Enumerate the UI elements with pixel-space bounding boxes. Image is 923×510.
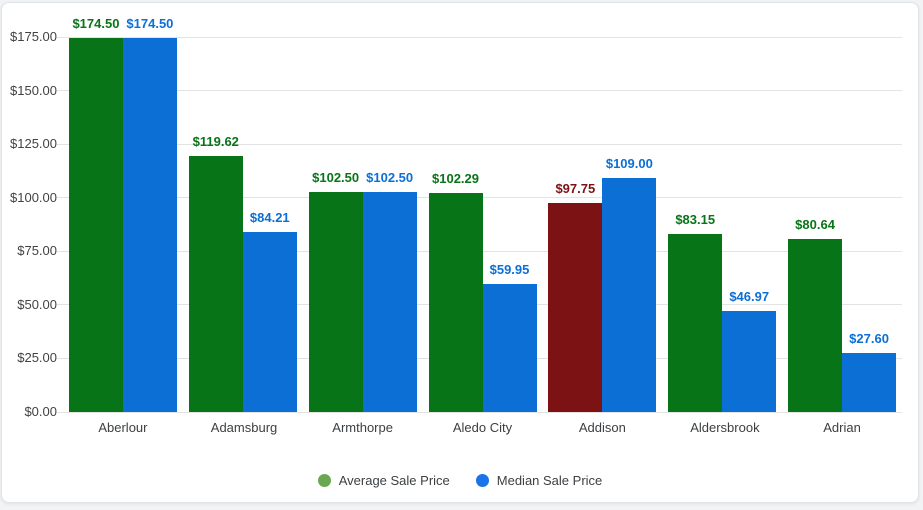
bar-addison-average-sale-price[interactable] — [548, 202, 603, 412]
gridline — [57, 36, 902, 38]
bar-aberlour-median-sale-price[interactable] — [122, 38, 177, 412]
bar-aledo-city-median-sale-price[interactable] — [482, 283, 537, 412]
value-label-aberlour-median-sale-price: $174.50 — [126, 16, 174, 32]
plot-area: $174.50 $119.62 $102.50 $102.29 $97.75 $83.15… — [57, 16, 902, 435]
x-category-label-aledo-city: Aledo City — [452, 420, 513, 435]
value-label-aberlour-average-sale-price: $174.50 — [72, 16, 120, 32]
y-tick-label: $125.00 — [10, 136, 57, 152]
value-label-armthorpe-average-sale-price: $102.50 — [312, 170, 360, 186]
bar-aldersbrook-median-sale-price[interactable] — [722, 311, 777, 412]
legend-label-average: Average Sale Price — [338, 472, 450, 488]
y-axis: $0.00 $25.00 $50.00 $75.00 $100.00 $125.00 $15… — [2, 29, 57, 419]
chart-card: $0.00 $25.00 $50.00 $75.00 $100.00 $125.00 $15… — [1, 2, 919, 503]
x-category-label-adrian: Adrian — [823, 420, 861, 435]
y-tick-label: $25.00 — [17, 350, 57, 366]
value-label-aledo-city-median-sale-price: $59.95 — [489, 261, 530, 277]
value-label-addison-median-sale-price: $109.00 — [605, 156, 653, 172]
y-tick-label: $0.00 — [24, 404, 57, 419]
y-tick-label: $150.00 — [10, 82, 57, 98]
legend-item-median-sale-price[interactable]: Median Sale Price — [475, 472, 603, 488]
bar-addison-median-sale-price[interactable] — [602, 178, 657, 412]
gridline — [57, 143, 902, 145]
x-category-label-addison: Addison — [578, 420, 626, 435]
legend-label-median: Median Sale Price — [496, 472, 603, 488]
value-label-aldersbrook-median-sale-price: $46.97 — [729, 289, 770, 305]
bar-adrian-average-sale-price[interactable] — [788, 239, 843, 412]
bar-aberlour-average-sale-price[interactable] — [68, 38, 123, 412]
value-label-addison-average-sale-price: $97.75 — [555, 180, 596, 196]
value-label-adamsburg-average-sale-price: $119.62 — [192, 133, 239, 149]
x-category-label-aldersbrook: Aldersbrook — [690, 420, 760, 435]
legend-item-average-sale-price[interactable]: Average Sale Price — [317, 472, 450, 488]
value-label-adrian-median-sale-price: $27.60 — [849, 330, 889, 346]
value-label-aldersbrook-average-sale-price: $83.15 — [675, 211, 716, 227]
value-label-adrian-average-sale-price: $80.64 — [795, 217, 835, 233]
y-tick-label: $100.00 — [10, 189, 57, 205]
x-category-label-aberlour: Aberlour — [98, 420, 148, 435]
legend: Average Sale Price Median Sale Price — [2, 467, 918, 493]
bar-adrian-median-sale-price[interactable] — [842, 352, 897, 412]
bar-aldersbrook-average-sale-price[interactable] — [668, 233, 723, 412]
gridline — [57, 411, 902, 413]
y-tick-label: $75.00 — [17, 243, 57, 259]
value-label-armthorpe-median-sale-price: $102.50 — [366, 170, 414, 186]
bar-adamsburg-average-sale-price[interactable] — [188, 155, 243, 412]
y-tick-label: $50.00 — [17, 296, 57, 312]
legend-dot-average-icon — [317, 473, 331, 487]
bar-adamsburg-median-sale-price[interactable] — [242, 231, 297, 412]
x-category-label-armthorpe: Armthorpe — [332, 420, 393, 435]
bar-armthorpe-average-sale-price[interactable] — [308, 192, 363, 412]
bar-armthorpe-median-sale-price[interactable] — [362, 192, 417, 412]
y-tick-label: $175.00 — [10, 29, 57, 44]
x-category-label-adamsburg: Adamsburg — [210, 420, 278, 435]
value-label-adamsburg-median-sale-price: $84.21 — [249, 209, 290, 225]
bar-aledo-city-average-sale-price[interactable] — [428, 192, 483, 412]
value-label-aledo-city-average-sale-price: $102.29 — [432, 170, 479, 186]
gridline — [57, 90, 902, 92]
legend-dot-median-icon — [475, 473, 489, 487]
